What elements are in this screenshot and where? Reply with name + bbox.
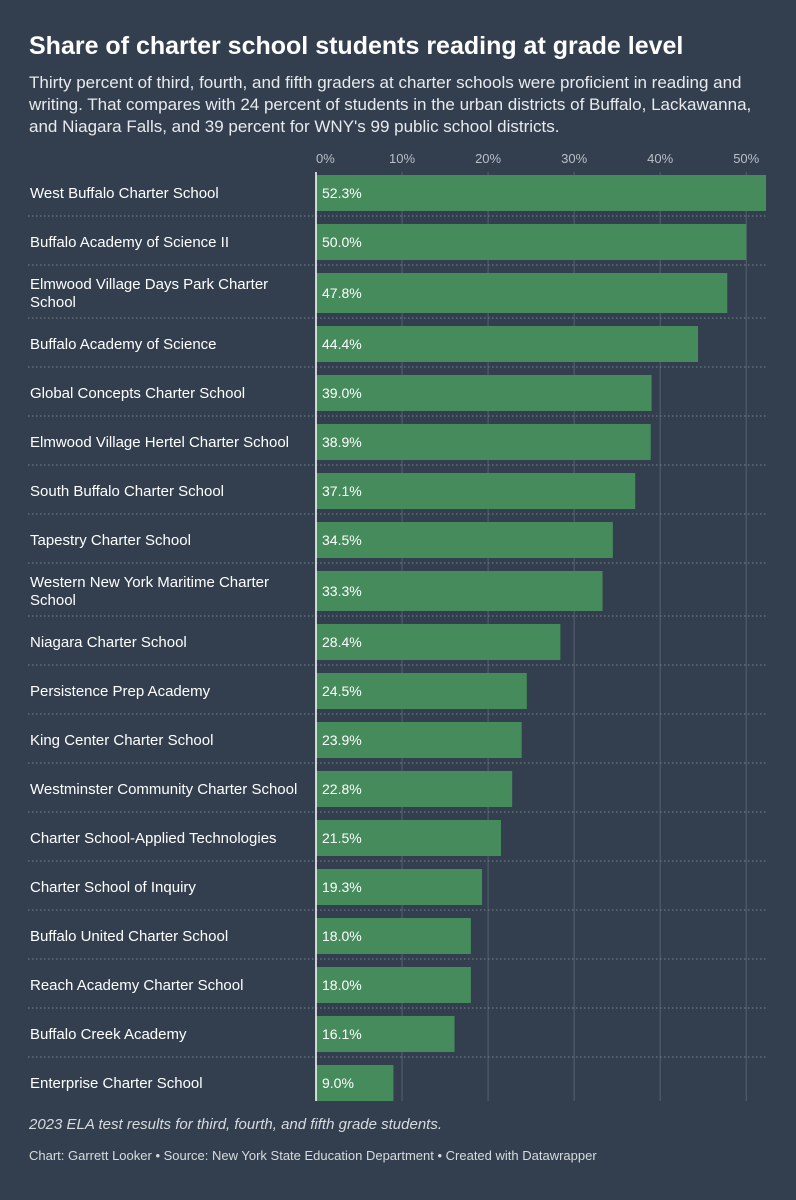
category-label: Tapestry Charter School [30,532,191,549]
x-tick-label: 30% [561,151,587,166]
bar [316,722,522,758]
bar [316,820,501,856]
bar [316,273,728,313]
bar [316,375,652,411]
bar [316,522,613,558]
category-label: Buffalo Creek Academy [30,1026,187,1043]
value-label: 23.9% [322,732,362,748]
value-label: 22.8% [322,781,362,797]
value-label: 52.3% [322,185,362,201]
category-label: Niagara Charter School [30,634,187,651]
x-tick-label: 20% [475,151,501,166]
category-label: Western New York Maritime Charter School [30,574,269,609]
value-label: 16.1% [322,1026,362,1042]
x-tick-label: 0% [316,151,335,166]
bar [316,473,636,509]
category-label: Elmwood Village Days Park Charter School [30,276,268,311]
value-label: 38.9% [322,434,362,450]
x-tick-label: 40% [647,151,673,166]
bar [316,224,747,260]
category-label: King Center Charter School [30,732,213,749]
value-label: 33.3% [322,583,362,599]
category-label: Buffalo United Charter School [30,928,228,945]
bar [316,673,527,709]
category-label: Charter School of Inquiry [30,879,196,896]
category-label: Persistence Prep Academy [30,683,211,700]
value-label: 44.4% [322,336,362,352]
value-label: 39.0% [322,385,362,401]
bar [316,326,699,362]
value-label: 47.8% [322,285,362,301]
bar [316,424,651,460]
category-label: West Buffalo Charter School [30,185,219,202]
bar [316,1016,455,1052]
value-label: 18.0% [322,928,362,944]
category-label: Buffalo Academy of Science [30,336,217,353]
category-label: Charter School-Applied Technologies [30,830,277,847]
chart-title: Share of charter school students reading… [29,32,684,60]
chart-note: 2023 ELA test results for third, fourth,… [29,1116,443,1133]
value-label: 21.5% [322,830,362,846]
bar [316,869,483,905]
value-label: 28.4% [322,634,362,650]
bar [316,918,471,954]
category-label: South Buffalo Charter School [30,483,224,500]
chart-subtitle: Thirty percent of third, fourth, and fif… [29,73,752,136]
value-label: 18.0% [322,977,362,993]
value-label: 24.5% [322,683,362,699]
value-label: 37.1% [322,483,362,499]
bar [316,771,513,807]
category-label: Global Concepts Charter School [30,385,245,402]
bar [316,175,766,211]
bar [316,967,471,1003]
bar [316,1065,394,1101]
value-label: 34.5% [322,532,362,548]
value-label: 19.3% [322,879,362,895]
bar-chart: 0% 10% 20% 30% 40% 50% 52.3% West Buffalo Chart… [28,151,766,1101]
value-label: 9.0% [322,1075,354,1091]
x-tick-label: 50% [733,151,759,166]
category-label: Buffalo Academy of Science II [30,234,229,251]
bar [316,624,561,660]
category-label: Reach Academy Charter School [30,977,243,994]
value-label: 50.0% [322,234,362,250]
chart-credits: Chart: Garrett Looker • Source: New York… [29,1148,597,1163]
category-label: Enterprise Charter School [30,1075,203,1092]
category-label: Westminster Community Charter School [30,781,297,798]
category-label: Elmwood Village Hertel Charter School [30,434,289,451]
x-tick-label: 10% [389,151,415,166]
bar [316,571,603,611]
